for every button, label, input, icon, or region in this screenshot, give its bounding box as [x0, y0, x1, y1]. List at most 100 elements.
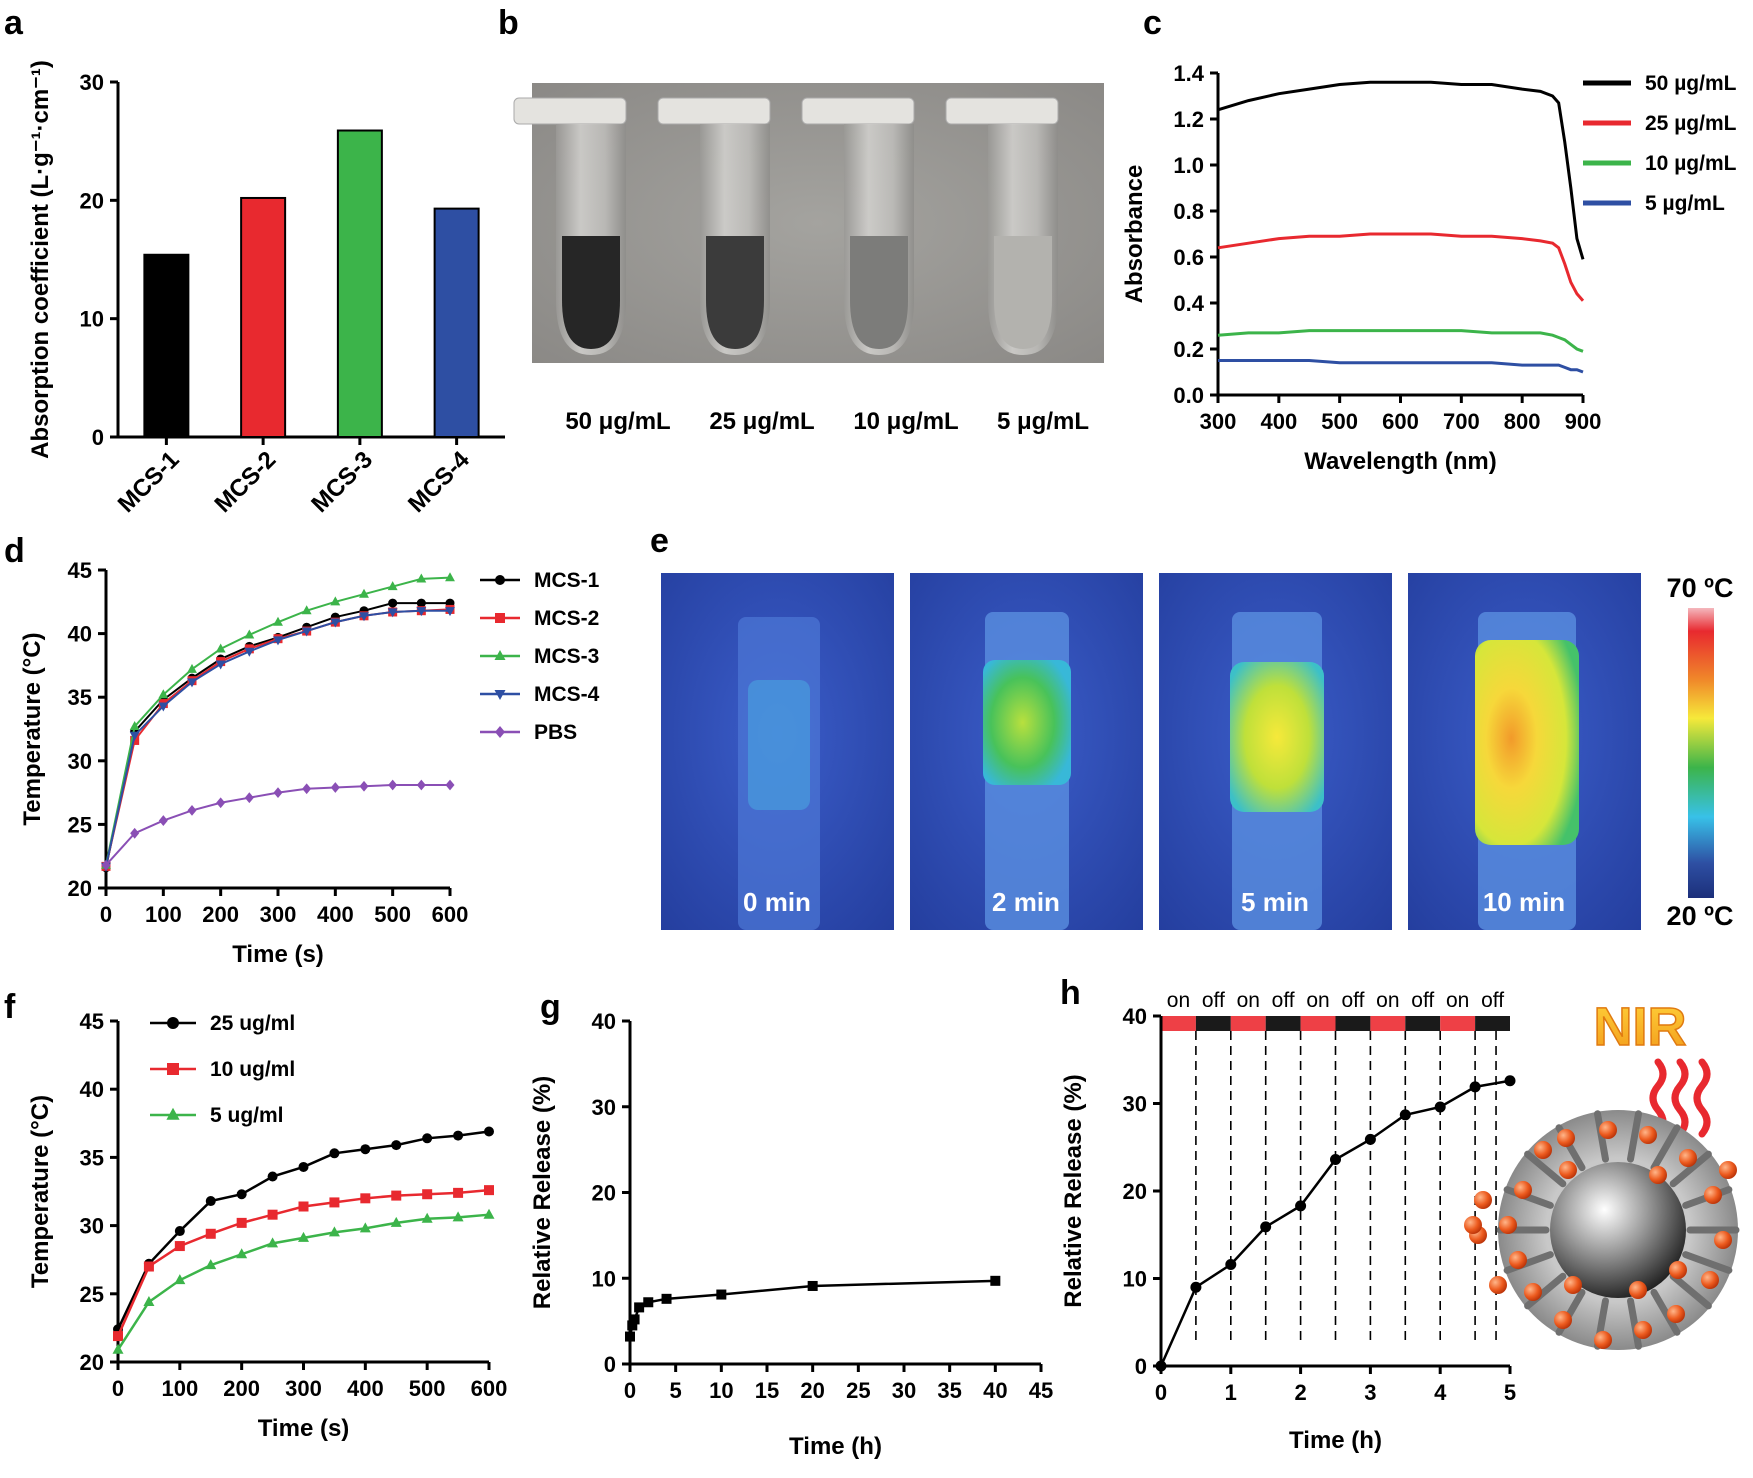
panel-label-a: a [4, 4, 24, 42]
data-point-release [1330, 1154, 1341, 1165]
x-axis-title: Time (h) [789, 1433, 882, 1460]
legend-label-MCS-1: MCS-1 [534, 569, 600, 592]
nir-wave-3 [1693, 1058, 1711, 1138]
data-point-MCS-1 [416, 598, 426, 608]
drug-dot [1667, 1305, 1685, 1323]
data-point-25 ug/ml [391, 1140, 402, 1151]
y-tick-label: 20 [592, 1181, 616, 1206]
data-point-MCS-4 [215, 660, 226, 670]
y-tick-label: 30 [80, 1214, 104, 1239]
data-point-MCS-3 [416, 573, 427, 583]
y-tick-label: 0.8 [1173, 199, 1204, 224]
tube-2 [657, 97, 771, 355]
thermal-label-0min: 0 min [743, 887, 811, 917]
x-tick-label: 800 [1504, 409, 1541, 434]
thermal-image-5min [1159, 573, 1392, 930]
x-axis-title: Time (s) [258, 1415, 350, 1442]
data-point-PBS [216, 797, 226, 809]
pore-channel [1627, 1297, 1642, 1350]
nir-bar-segment-off [1265, 1016, 1301, 1031]
drug-dot [1599, 1121, 1617, 1139]
data-point-MCS-4 [359, 612, 369, 622]
legend-label-MCS-3: MCS-3 [534, 645, 599, 668]
drug-dot [1669, 1261, 1687, 1279]
pore-channel [1650, 1288, 1681, 1336]
x-tick-label: 3 [1364, 1380, 1376, 1405]
data-point-PBS [388, 779, 398, 791]
data-point-release [807, 1280, 818, 1291]
thermal-color-scale-bar [1688, 608, 1714, 898]
data-point-MCS-3 [158, 689, 169, 699]
data-point-release [1469, 1081, 1481, 1093]
drug-dot [1629, 1281, 1647, 1299]
chart-f-temperature: 20 25 30 35 40 45 0 100 200 300 400 500 600 Time (s) T… [27, 1009, 507, 1442]
x-tick-label: 400 [317, 902, 354, 927]
x-tick-label: 300 [1200, 409, 1237, 434]
legend-marker-25 ug/ml [167, 1017, 179, 1029]
nir-bar-segment-on [1440, 1016, 1476, 1031]
nir-bar-label-off: off [1202, 989, 1225, 1012]
thermal-image-10min [1408, 573, 1641, 930]
nir-wave-2 [1671, 1058, 1689, 1138]
legend-label-MCS-2: MCS-2 [534, 607, 599, 630]
y-tick-label: 20 [68, 876, 92, 901]
x-tick-label: 45 [1029, 1378, 1053, 1403]
y-tick-label: 25 [80, 1282, 104, 1307]
data-point-5 ug/ml [143, 1295, 155, 1306]
legend-marker-MCS-3 [494, 650, 506, 660]
bar-MCS-2 [240, 196, 287, 438]
data-point-10 ug/ml [143, 1261, 154, 1272]
data-point-PBS [330, 782, 340, 793]
drug-dot [1639, 1126, 1657, 1144]
y-tick-label: 20 [1123, 1179, 1147, 1204]
legend-label-PBS: PBS [534, 721, 577, 744]
data-point-PBS [416, 779, 426, 791]
data-point-PBS [445, 779, 455, 791]
data-point-release [661, 1293, 672, 1304]
tube-1 [513, 97, 627, 355]
nir-bar-segment-on [1370, 1016, 1406, 1031]
data-point-MCS-4 [244, 647, 255, 657]
nir-bar-segment-off [1405, 1016, 1441, 1031]
y-axis-title: Relative Release (%) [529, 1076, 556, 1309]
x-tick-label: 5 [1504, 1380, 1516, 1405]
series-line-25 ug/ml [116, 1130, 490, 1330]
panel-label-h: h [1060, 974, 1081, 1012]
nir-bar-label-on: on [1237, 989, 1260, 1012]
x-tick-label: 300 [260, 902, 297, 927]
x-tick-label: 600 [471, 1376, 508, 1401]
x-tick-label: 4 [1434, 1380, 1447, 1405]
y-tick-label: 45 [80, 1009, 104, 1034]
thermal-label-10min: 10 min [1483, 887, 1565, 917]
y-tick-label: 1.0 [1173, 153, 1204, 178]
y-tick-label: 35 [68, 685, 92, 710]
y-tick-label: 0 [604, 1352, 616, 1377]
x-tick-label: 40 [983, 1378, 1007, 1403]
data-point-release [629, 1314, 640, 1325]
x-tick-label: 700 [1443, 409, 1480, 434]
data-point-10 ug/ml [360, 1193, 371, 1204]
data-point-release [1225, 1259, 1237, 1270]
x-tick-label: 5 [670, 1378, 682, 1403]
data-point-MCS-1 [388, 598, 398, 608]
pore-channel [1524, 1150, 1567, 1188]
legend-marker-10 ug/ml [167, 1063, 179, 1075]
x-tick-label: 200 [202, 902, 239, 927]
data-point-10 ug/ml [113, 1331, 123, 1342]
drug-dot [1594, 1331, 1612, 1349]
drug-cargo-dots [1464, 1121, 1737, 1349]
data-point-5 ug/ml [205, 1259, 217, 1270]
data-point-MCS-4 [187, 678, 197, 688]
data-point-MCS-3 [273, 616, 283, 626]
legend-marker-5 ug/ml [166, 1107, 180, 1120]
data-point-MCS-3 [129, 721, 140, 731]
data-point-MCS-4 [387, 608, 398, 618]
nir-bar-label-on: on [1306, 989, 1329, 1012]
series-line-25 µg/mL [1217, 232, 1585, 302]
data-point-PBS [273, 787, 283, 798]
x-tick-label: 35 [937, 1378, 961, 1403]
y-tick-label: 0.0 [1173, 383, 1204, 408]
chart-c-absorbance: 0.0 0.2 0.4 0.6 0.8 1.0 1.2 1.4 300 400 500 600 700 8… [1121, 61, 1737, 475]
panel-label-f: f [4, 988, 16, 1026]
